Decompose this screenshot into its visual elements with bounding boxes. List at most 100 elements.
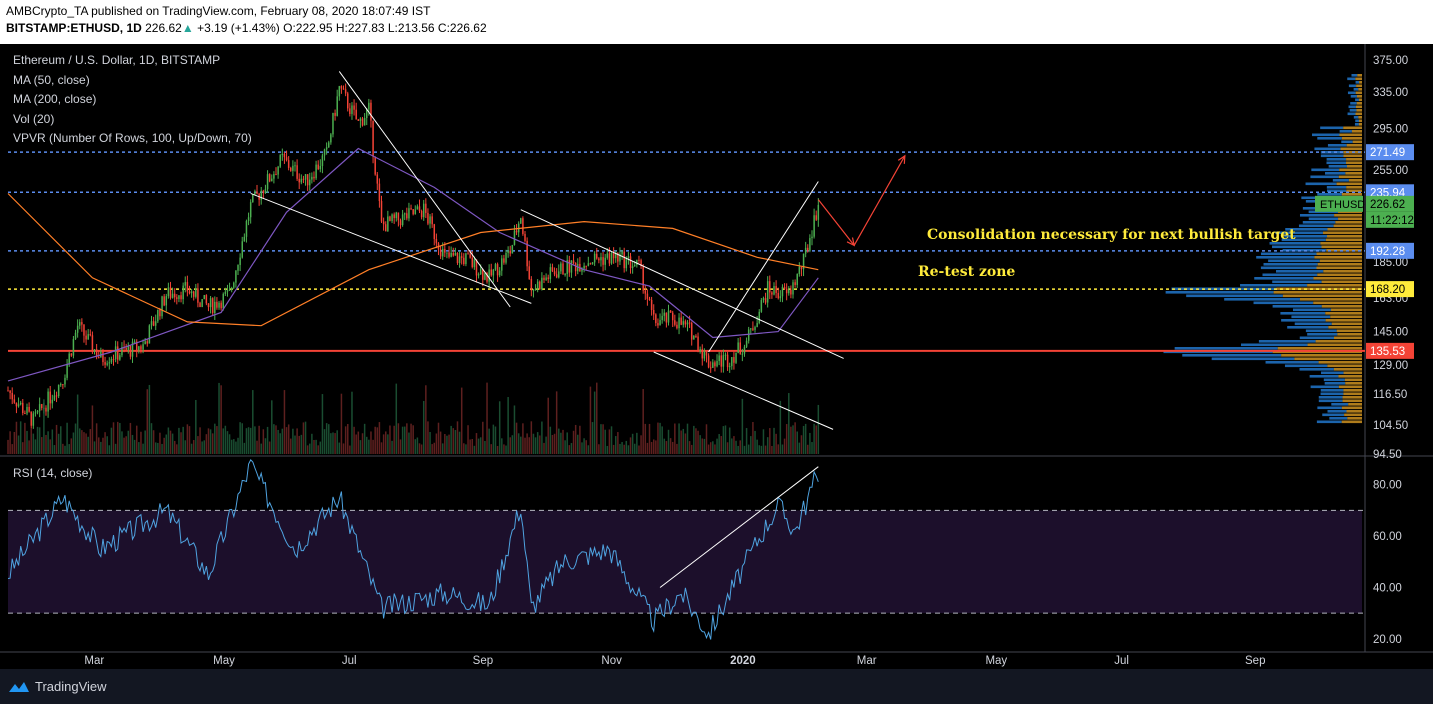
candle-body[interactable] xyxy=(541,278,543,289)
candle-body[interactable] xyxy=(104,362,106,365)
candle-body[interactable] xyxy=(478,274,480,275)
candle-body[interactable] xyxy=(596,254,598,259)
candle-body[interactable] xyxy=(505,253,507,263)
candle-body[interactable] xyxy=(75,333,77,339)
candle-body[interactable] xyxy=(777,293,779,298)
candle-body[interactable] xyxy=(155,321,157,325)
candle-body[interactable] xyxy=(298,179,300,183)
candle-body[interactable] xyxy=(742,354,744,355)
legend-vol[interactable]: Vol (20) xyxy=(13,110,252,130)
candle-body[interactable] xyxy=(434,224,436,239)
candle-body[interactable] xyxy=(775,286,777,293)
candle-body[interactable] xyxy=(49,392,51,404)
candle-body[interactable] xyxy=(490,270,492,276)
candle-body[interactable] xyxy=(303,179,305,180)
candle-body[interactable] xyxy=(174,294,176,298)
candle-body[interactable] xyxy=(585,266,587,267)
candle-body[interactable] xyxy=(269,174,271,181)
candle-body[interactable] xyxy=(695,336,697,337)
candle-body[interactable] xyxy=(547,277,549,278)
candle-body[interactable] xyxy=(488,270,490,282)
candle-body[interactable] xyxy=(90,334,92,335)
candle-body[interactable] xyxy=(191,291,193,293)
candle-body[interactable] xyxy=(117,346,119,359)
candle-body[interactable] xyxy=(33,413,35,425)
candle-body[interactable] xyxy=(493,270,495,276)
candle-body[interactable] xyxy=(324,149,326,155)
candle-body[interactable] xyxy=(425,204,427,213)
candle-body[interactable] xyxy=(453,253,455,256)
candle-body[interactable] xyxy=(288,160,290,168)
candle-body[interactable] xyxy=(558,271,560,277)
candle-body[interactable] xyxy=(514,231,516,245)
candle-body[interactable] xyxy=(725,355,727,356)
candle-body[interactable] xyxy=(727,355,729,367)
candle-body[interactable] xyxy=(543,278,545,280)
candle-body[interactable] xyxy=(358,119,360,120)
candle-body[interactable] xyxy=(788,290,790,293)
candle-body[interactable] xyxy=(689,323,691,324)
candle-body[interactable] xyxy=(769,281,771,292)
candle-body[interactable] xyxy=(149,325,151,343)
candle-body[interactable] xyxy=(9,391,11,393)
candle-body[interactable] xyxy=(733,357,735,363)
candle-body[interactable] xyxy=(792,282,794,294)
candle-body[interactable] xyxy=(282,154,284,155)
candle-body[interactable] xyxy=(794,282,796,285)
candle-body[interactable] xyxy=(680,318,682,325)
candle-body[interactable] xyxy=(106,363,108,364)
candle-body[interactable] xyxy=(119,355,121,359)
candle-body[interactable] xyxy=(704,351,706,358)
candle-body[interactable] xyxy=(334,113,336,116)
candle-body[interactable] xyxy=(79,322,81,326)
candle-body[interactable] xyxy=(113,359,115,360)
candle-body[interactable] xyxy=(569,260,571,272)
candle-body[interactable] xyxy=(528,266,530,279)
candle-body[interactable] xyxy=(750,328,752,329)
candle-body[interactable] xyxy=(611,253,613,263)
candle-body[interactable] xyxy=(47,392,49,412)
candle-body[interactable] xyxy=(317,165,319,169)
candle-body[interactable] xyxy=(410,208,412,209)
candle-body[interactable] xyxy=(575,263,577,271)
candle-body[interactable] xyxy=(393,214,395,218)
candle-body[interactable] xyxy=(313,177,315,178)
candle-body[interactable] xyxy=(651,300,653,310)
candle-body[interactable] xyxy=(450,253,452,257)
candle-body[interactable] xyxy=(408,208,410,218)
candle-body[interactable] xyxy=(246,221,248,237)
candle-body[interactable] xyxy=(163,296,165,305)
candle-body[interactable] xyxy=(68,354,70,365)
candle-body[interactable] xyxy=(653,310,655,314)
candle-body[interactable] xyxy=(670,311,672,313)
candle-body[interactable] xyxy=(737,342,739,352)
candle-body[interactable] xyxy=(372,121,374,157)
candle-body[interactable] xyxy=(499,271,501,276)
candle-body[interactable] xyxy=(231,288,233,290)
candle-body[interactable] xyxy=(647,294,649,299)
candle-body[interactable] xyxy=(436,239,438,243)
candle-body[interactable] xyxy=(370,103,372,121)
candle-body[interactable] xyxy=(212,298,214,313)
candle-body[interactable] xyxy=(396,213,398,219)
candle-body[interactable] xyxy=(362,119,364,126)
candle-body[interactable] xyxy=(254,191,256,194)
candle-body[interactable] xyxy=(296,165,298,179)
candle-body[interactable] xyxy=(320,166,322,169)
candle-body[interactable] xyxy=(387,216,389,231)
candle-body[interactable] xyxy=(379,184,381,201)
candle-body[interactable] xyxy=(125,348,127,350)
candle-body[interactable] xyxy=(697,337,699,352)
candle-body[interactable] xyxy=(562,263,564,274)
candle-body[interactable] xyxy=(556,274,558,277)
candle-body[interactable] xyxy=(588,263,590,266)
candle-body[interactable] xyxy=(220,303,222,309)
candle-body[interactable] xyxy=(301,179,303,183)
candle-body[interactable] xyxy=(516,231,518,233)
candle-body[interactable] xyxy=(602,257,604,265)
candle-body[interactable] xyxy=(197,288,199,302)
candle-body[interactable] xyxy=(73,339,75,356)
candle-body[interactable] xyxy=(16,403,18,407)
candle-body[interactable] xyxy=(60,384,62,385)
candle-body[interactable] xyxy=(687,323,689,325)
